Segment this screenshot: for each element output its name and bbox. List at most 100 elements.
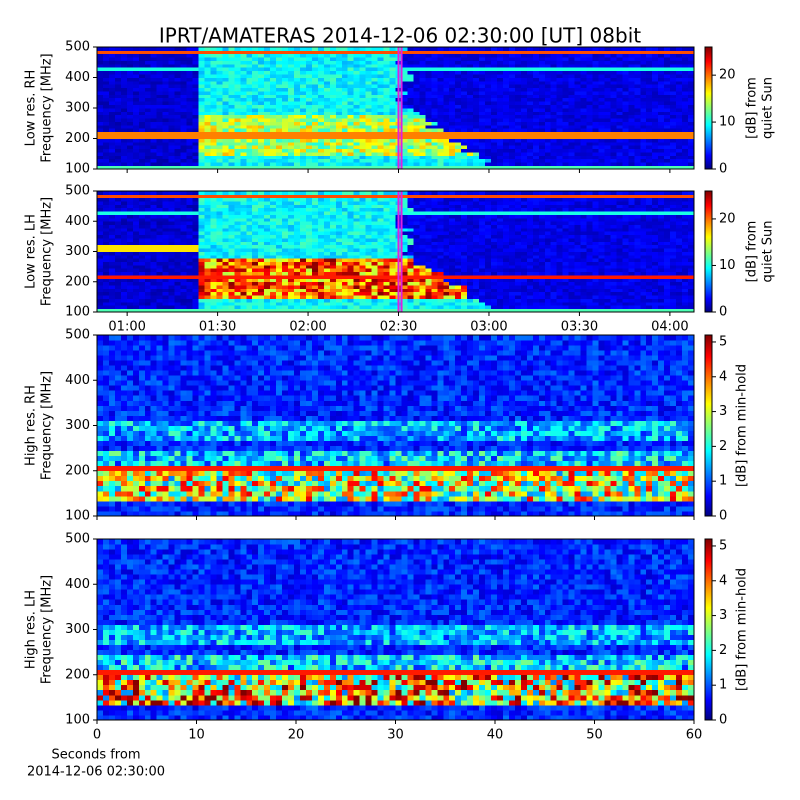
spectrogram-cell	[240, 285, 247, 289]
spectrogram-cell	[449, 308, 456, 313]
spectrogram-cell	[288, 275, 295, 279]
spectrogram-cell	[210, 145, 217, 150]
spectrogram-cell	[186, 47, 193, 51]
spectrogram-cell	[377, 97, 384, 102]
spectrogram-cell	[658, 60, 665, 65]
spectrogram-cell	[144, 94, 152, 99]
spectrogram-cell	[520, 114, 528, 119]
spectrogram-cell	[168, 53, 176, 58]
spectrogram-cell	[592, 165, 599, 170]
spectrogram-cell	[138, 91, 146, 95]
spectrogram-cell	[383, 84, 390, 89]
spectrogram-cell	[658, 155, 665, 160]
spectrogram-cell	[359, 108, 367, 112]
spectrogram-cell	[311, 104, 319, 109]
spectrogram-cell	[246, 298, 253, 303]
spectrogram-cell	[108, 87, 116, 92]
spectrogram-cell	[676, 91, 683, 95]
spectrogram-cell	[144, 281, 152, 286]
spectrogram-cell	[246, 291, 253, 296]
spectrogram-cell	[264, 135, 271, 139]
spectrogram-cell	[502, 308, 510, 313]
spectrogram-cell	[496, 57, 504, 61]
spectrogram-cell	[132, 50, 140, 55]
spectrogram-cell	[305, 50, 313, 55]
spectrogram-cell	[299, 271, 307, 276]
spectrogram-cell	[646, 67, 653, 72]
spectrogram-cell	[461, 141, 468, 146]
spectrogram-cell	[455, 111, 462, 116]
spectrogram-cell	[264, 87, 271, 92]
spectrogram-cell	[120, 298, 128, 303]
spectrogram-cell	[138, 308, 146, 313]
spectrogram-cell	[598, 271, 605, 276]
spectrogram-cell	[437, 264, 444, 269]
spectrogram-cell	[198, 135, 205, 139]
spectrogram-cell	[168, 47, 176, 51]
spectrogram-cell	[670, 155, 677, 160]
spectrogram-cell	[485, 275, 492, 279]
spectrogram-cell	[550, 305, 558, 310]
spectrogram-cell	[514, 148, 522, 153]
spectrogram-cell	[664, 104, 671, 109]
spectrogram-cell	[317, 275, 325, 279]
spectrogram-cell	[520, 158, 528, 163]
spectrogram-cell	[311, 47, 319, 51]
spectrogram-cell	[186, 104, 193, 109]
spectrogram-cell	[102, 152, 110, 156]
spectrogram-cell	[198, 67, 205, 72]
spectrogram-cell	[568, 275, 575, 279]
spectrogram-cell	[359, 268, 367, 273]
spectrogram-cell	[317, 87, 325, 92]
spectrogram-cell	[568, 70, 575, 75]
spectrogram-cell	[102, 63, 110, 68]
spectrogram-cell	[586, 111, 593, 116]
spectrogram-cell	[347, 108, 355, 112]
spectrogram-cell	[216, 94, 223, 99]
spectrogram-cell	[676, 74, 683, 78]
spectrogram-cell	[628, 291, 635, 296]
spectrogram-cell	[544, 114, 552, 119]
spectrogram-cell	[670, 114, 677, 119]
spectrogram-cell	[526, 278, 534, 283]
spectrogram-cell	[252, 101, 259, 106]
spectrogram-cell	[688, 308, 695, 313]
spectrogram-cell	[246, 77, 253, 82]
spectrogram-cell	[114, 128, 122, 133]
spectrogram-cell	[443, 87, 450, 92]
spectrogram-cell	[449, 268, 456, 273]
spectrogram-cell	[580, 158, 587, 163]
spectrogram-cell	[114, 275, 122, 279]
spectrogram-cell	[628, 145, 635, 150]
spectrogram-cell	[514, 118, 522, 122]
spectrogram-cell	[102, 80, 110, 85]
spectrogram-cell	[550, 57, 558, 61]
spectrogram-cell	[670, 108, 677, 112]
spectrogram-cell	[240, 67, 247, 72]
spectrogram-cell	[455, 53, 462, 58]
spectrogram-cell	[204, 291, 211, 296]
spectrogram-cell	[514, 288, 522, 293]
spectrogram-cell	[628, 135, 635, 139]
spectrogram-cell	[598, 278, 605, 283]
spectrogram-cell	[425, 53, 432, 58]
spectrogram-cell	[461, 155, 468, 160]
spectrogram-cell	[604, 152, 611, 156]
spectrogram-cell	[496, 94, 504, 99]
spectrogram-cell	[228, 165, 235, 170]
spectrogram-cell	[401, 57, 408, 61]
spectrogram-cell	[473, 285, 480, 289]
spectrogram-cell	[562, 285, 570, 289]
spectrogram-cell	[401, 152, 408, 156]
spectrogram-cell	[282, 281, 289, 286]
spectrogram-cell	[514, 165, 522, 170]
spectrogram-cell	[526, 101, 534, 106]
spectrogram-cell	[389, 53, 396, 58]
spectrogram-cell	[485, 301, 492, 306]
spectrogram-cell	[276, 104, 283, 109]
spectrogram-cell	[228, 47, 235, 51]
spectrogram-cell	[508, 158, 516, 163]
spectrogram-cell	[180, 104, 187, 109]
spectrogram-cell	[538, 50, 546, 55]
spectrogram-cell	[108, 97, 116, 102]
